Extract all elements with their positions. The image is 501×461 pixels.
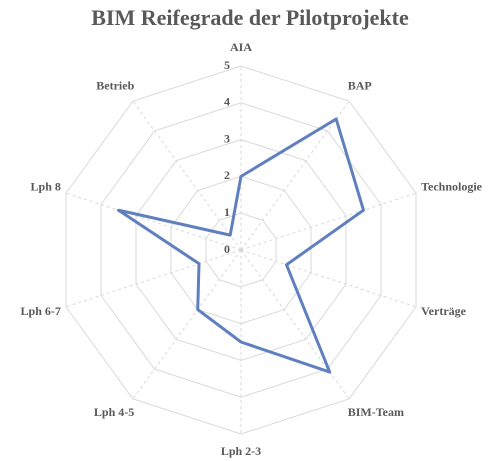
series-line bbox=[117, 117, 365, 374]
chart-title: BIM Reifegrade der Pilotprojekte bbox=[91, 5, 409, 30]
spoke bbox=[65, 192, 242, 251]
r-tick-label: 2 bbox=[224, 168, 230, 182]
r-tick-label: 1 bbox=[224, 205, 230, 219]
category-label: Technologie bbox=[421, 179, 483, 193]
category-label: Lph 6-7 bbox=[21, 304, 61, 318]
r-tick-label: 0 bbox=[224, 242, 230, 256]
category-label: Betrieb bbox=[96, 78, 134, 92]
category-label: AIA bbox=[230, 40, 252, 54]
spoke bbox=[132, 249, 242, 400]
spoke bbox=[132, 100, 242, 251]
grid-ring bbox=[100, 102, 382, 398]
category-label: BAP bbox=[348, 78, 372, 92]
category-label: Lph 4-5 bbox=[94, 405, 134, 419]
category-label: Lph 8 bbox=[31, 179, 61, 193]
spoke bbox=[65, 249, 242, 308]
r-tick-label: 3 bbox=[224, 131, 230, 145]
category-label: BIM-Team bbox=[348, 405, 404, 419]
r-tick-label: 5 bbox=[224, 58, 230, 72]
spoke bbox=[240, 100, 350, 251]
grid-ring bbox=[65, 65, 417, 435]
category-label: Lph 2-3 bbox=[221, 444, 261, 458]
category-label: Verträge bbox=[421, 304, 467, 318]
r-tick-label: 4 bbox=[224, 95, 230, 109]
spoke bbox=[240, 249, 350, 400]
spoke bbox=[240, 249, 417, 308]
spoke bbox=[240, 192, 417, 251]
